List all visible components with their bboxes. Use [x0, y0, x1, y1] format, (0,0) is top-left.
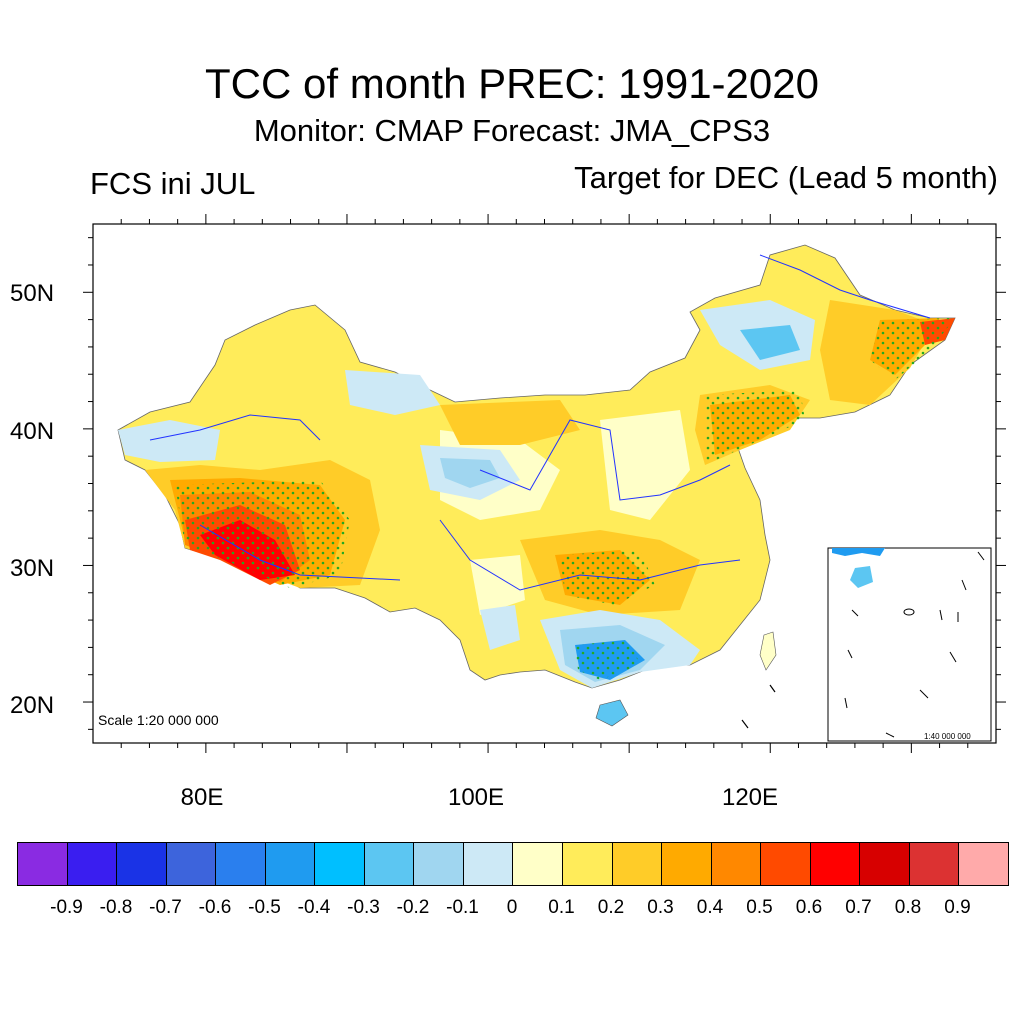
hainan-island	[595, 699, 629, 727]
lat-label-30n: 30N	[10, 555, 55, 582]
colorbar-swatch	[860, 843, 910, 885]
stipple-south	[575, 640, 640, 680]
colorbar-label: 0.1	[548, 897, 575, 918]
colorbar-swatch	[662, 843, 712, 885]
colorbar-swatch	[18, 843, 68, 885]
colorbar-swatch	[513, 843, 564, 885]
river-yellow	[479, 419, 731, 501]
colorbar-swatch	[810, 843, 861, 885]
colorbar-label: -0.6	[198, 897, 232, 918]
river-amur	[759, 254, 931, 319]
target-label: Target for DEC (Lead 5 month)	[574, 160, 998, 195]
colorbar	[17, 842, 1009, 886]
colorbar-swatch	[959, 843, 1008, 885]
map-title: TCC of month PREC: 1991-2020	[205, 60, 819, 107]
zone-cool-qinghai-inner	[440, 458, 500, 488]
zone-light-3	[470, 555, 525, 615]
colorbar-label: 0.4	[696, 897, 724, 918]
colorbar-label: 0.2	[597, 897, 625, 918]
colorbar-label: 0.9	[944, 897, 971, 918]
zone-cool-mongolia-inner	[740, 325, 800, 360]
colorbar-label: 0	[506, 897, 518, 918]
lon-label-80e: 80E	[180, 784, 224, 811]
river-brahmaputra	[199, 524, 401, 581]
colorbar-label: -0.3	[347, 897, 380, 918]
lat-label-50n: 50N	[10, 280, 55, 307]
colorbar-label: 0.7	[845, 897, 872, 918]
river-yangtze	[439, 519, 741, 591]
colorbar-swatch	[463, 843, 514, 885]
colorbar-label: -0.1	[446, 897, 479, 918]
stipple-west	[175, 480, 350, 588]
colorbar-swatch	[414, 843, 464, 885]
lat-label-20n: 20N	[10, 692, 55, 719]
inset-scale-note: 1:40 000 000	[924, 732, 971, 741]
zone-cool-sw	[480, 605, 520, 650]
colorbar-swatch	[364, 843, 415, 885]
colorbar-swatch	[563, 843, 613, 885]
colorbar-swatch	[216, 843, 266, 885]
zone-cool-xinjiang-n	[345, 370, 440, 415]
colorbar-label: 0.3	[647, 897, 674, 918]
colorbar-swatch	[117, 843, 167, 885]
colorbar-label: 0.5	[746, 897, 773, 918]
river-tarim	[149, 414, 321, 441]
colorbar-label: -0.9	[50, 897, 83, 918]
colorbar-swatch	[711, 843, 762, 885]
inset-coast	[832, 548, 885, 556]
stipple-bohai	[705, 390, 805, 465]
sea-dashes	[741, 684, 776, 729]
scale-note: Scale 1:20 000 000	[98, 712, 219, 728]
zone-warm-north	[440, 400, 580, 445]
zone-cool-xinjiang-w	[118, 420, 220, 462]
axis-ticks	[83, 214, 1006, 753]
colorbar-swatch	[166, 843, 217, 885]
colorbar-swatch	[612, 843, 663, 885]
china-field	[117, 244, 956, 727]
init-label: FCS ini JUL	[90, 166, 256, 201]
colorbar-label: -0.8	[99, 897, 133, 918]
lon-label-120e: 120E	[721, 784, 779, 811]
stipple-ne	[870, 318, 955, 380]
colorbar-label: -0.5	[248, 897, 281, 918]
colorbar-label: -0.4	[297, 897, 331, 918]
lon-label-100e: 100E	[447, 784, 505, 811]
taiwan-island	[759, 631, 777, 671]
colorbar-label: 0.8	[894, 897, 922, 918]
colorbar-swatch	[315, 843, 365, 885]
inset-dashes	[844, 551, 985, 738]
colorbar-swatch	[909, 843, 960, 885]
colorbar-swatch	[67, 843, 118, 885]
colorbar-label: -0.2	[396, 897, 430, 918]
colorbar-swatch	[761, 843, 811, 885]
colorbar-label: 0.6	[795, 897, 823, 918]
colorbar-swatch	[265, 843, 316, 885]
inset-hainan	[850, 566, 873, 588]
map-subtitle: Monitor: CMAP Forecast: JMA_CPS3	[253, 113, 771, 148]
colorbar-label: -0.7	[149, 897, 182, 918]
lat-label-40n: 40N	[10, 418, 55, 445]
